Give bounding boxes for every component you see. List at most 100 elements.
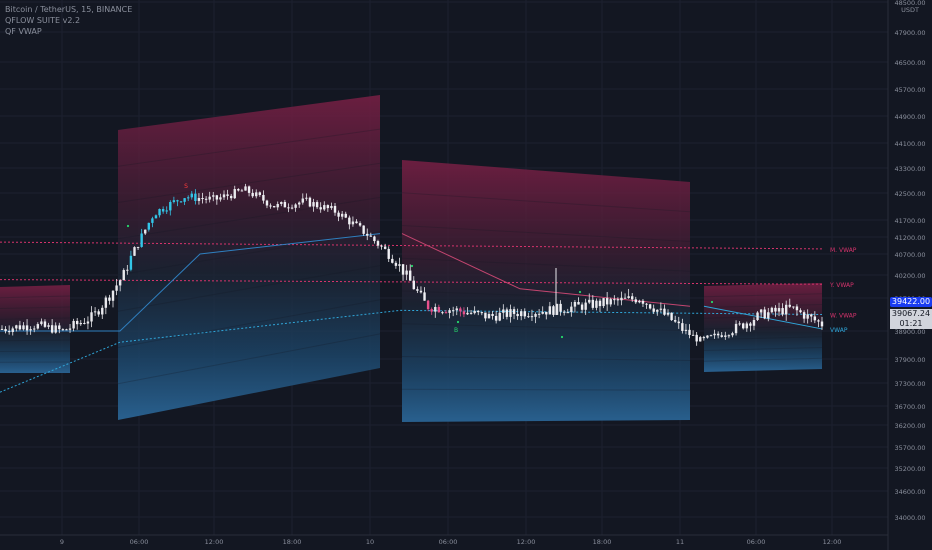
candle-body: [351, 221, 355, 225]
candle-body: [376, 241, 380, 246]
candle-body: [430, 309, 433, 312]
candle-body: [65, 329, 68, 331]
time-tick-label: 10: [366, 538, 374, 546]
candle-body: [580, 304, 584, 310]
candle-body: [176, 200, 179, 202]
price-tick-label: 35200.00: [894, 465, 925, 473]
symbol-title[interactable]: Bitcoin / TetherUS, 15, BINANCE: [5, 5, 133, 14]
candle-body: [165, 210, 168, 212]
candle-body: [358, 223, 362, 226]
candle-body: [108, 297, 111, 301]
candle-body: [713, 333, 716, 336]
candle-body: [136, 246, 140, 248]
band-level: [0, 317, 71, 320]
candle-body: [269, 205, 272, 207]
band-level: [0, 295, 71, 299]
candle-body: [140, 233, 143, 247]
candle-body: [129, 255, 133, 270]
yearly-vwap-line: [0, 279, 823, 285]
candle-body: [25, 325, 29, 331]
time-tick-label: 06:00: [747, 538, 766, 546]
candle-body: [480, 312, 484, 314]
candle-body: [15, 325, 18, 329]
candle-body: [437, 306, 441, 313]
candle-body: [774, 307, 777, 312]
candle-body: [419, 290, 423, 293]
price-tick-label: 44100.00: [894, 140, 925, 148]
candle-body: [595, 300, 598, 308]
candle-body: [763, 309, 766, 319]
candle-body: [634, 299, 637, 303]
price-tick-label: 46500.00: [894, 59, 925, 67]
candle-body: [577, 301, 580, 305]
price-tick-label: 40200.00: [894, 272, 925, 280]
band-level: [117, 128, 381, 167]
candle-body: [473, 310, 476, 314]
band-level: [703, 304, 823, 308]
price-tick-label: 43300.00: [894, 165, 925, 173]
signal-dot: [410, 264, 414, 268]
candle-body: [201, 198, 204, 200]
candle-body: [340, 213, 344, 217]
candle-body: [455, 308, 458, 311]
candle-body: [752, 320, 756, 326]
candle-body: [36, 324, 40, 329]
band-level: [117, 333, 381, 385]
candle-body: [315, 202, 319, 208]
candle-body: [426, 300, 430, 310]
candle-body: [799, 310, 802, 313]
candle-body: [387, 248, 390, 259]
band-level: [0, 339, 71, 342]
candle-body: [197, 198, 201, 201]
time-tick-label: 18:00: [593, 538, 612, 546]
indicator-qflow-suite[interactable]: QFLOW SUITE v2.2: [5, 16, 81, 25]
weekly-vwap-line: [0, 309, 823, 393]
indicator-qf-vwap[interactable]: QF VWAP: [5, 27, 42, 36]
candle-body: [731, 333, 734, 336]
candle-body: [215, 195, 219, 200]
candle-body: [0, 328, 4, 330]
candle-body: [434, 306, 437, 312]
time-axis[interactable]: 9 06:00 12:00 18:00 10 06:00 12:00 18:00 11 06:00…: [0, 534, 888, 546]
candle-body: [720, 335, 723, 337]
candle-body: [749, 323, 752, 326]
candle-body: [54, 325, 57, 333]
candle-body: [702, 337, 706, 339]
band-level: [401, 388, 691, 391]
candle-body: [516, 313, 519, 317]
price-axis[interactable]: 48500.00 47900.00 46500.00 45700.00 44900.00…: [887, 0, 926, 550]
candle-body: [369, 235, 373, 237]
candle-body: [573, 301, 577, 307]
candle-body: [391, 258, 394, 263]
candle-body: [591, 299, 595, 308]
candle-body: [466, 312, 469, 315]
candle-body: [305, 197, 308, 199]
band-level: [703, 347, 823, 351]
signal-markers: SB: [126, 183, 714, 339]
candle-body: [90, 312, 93, 322]
candle-body: [555, 303, 559, 315]
candle-body: [645, 303, 648, 305]
candle-body: [398, 264, 401, 266]
candle-body: [154, 215, 158, 219]
candle-body: [448, 310, 451, 313]
candle-body: [330, 205, 333, 209]
candle-body: [770, 307, 774, 313]
candle-body: [29, 329, 32, 331]
candle-body: [716, 333, 720, 336]
candle-body: [251, 192, 254, 197]
price-tick-label: 37300.00: [894, 380, 925, 388]
candle-body: [673, 320, 677, 322]
candle-body: [194, 193, 197, 201]
vwap-label: W. VWAP: [830, 313, 857, 320]
price-tick-label: 45700.00: [894, 86, 925, 94]
time-tick-label: 9: [60, 538, 64, 546]
band-level: [117, 265, 381, 312]
vwap-line: [401, 233, 691, 307]
candle-body: [745, 323, 749, 329]
candle-body: [290, 207, 294, 209]
candle-body: [684, 329, 688, 331]
band-level: [117, 162, 381, 203]
candle-body: [502, 309, 505, 313]
